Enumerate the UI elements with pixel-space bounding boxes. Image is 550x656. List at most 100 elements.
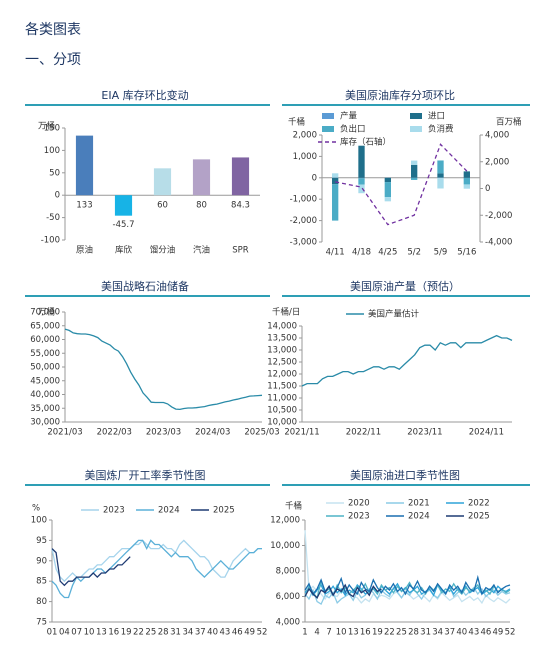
x-tick-label: 4/18 [352, 248, 371, 258]
y-tick-label: 100 [31, 516, 47, 526]
bar-segment [332, 173, 339, 178]
y-tick-label: 95 [36, 536, 47, 546]
x-tick-label: 5/16 [457, 248, 476, 258]
legend-label: 库存（石轴） [340, 137, 391, 148]
bar-segment [411, 160, 418, 165]
x-tick-label: 库欣 [115, 245, 133, 256]
x-tick-label: 7 [326, 628, 331, 638]
y-tick-label: 14,000 [267, 322, 297, 332]
y-axis-unit: 万桶 [38, 307, 55, 318]
bar-segment [437, 177, 444, 189]
x-tick-label: 07 [71, 628, 82, 638]
bar-segment [463, 184, 470, 189]
legend-label: 2020 [348, 499, 370, 509]
bar-segment [332, 177, 339, 185]
bar-segment [463, 171, 470, 178]
x-tick-label: 43 [468, 628, 479, 638]
y-tick-label: 11,500 [267, 382, 297, 392]
legend-swatch [322, 113, 334, 119]
y-tick-label: 50 [49, 168, 60, 178]
bar [75, 135, 94, 196]
y-tick-label: 10,000 [270, 541, 300, 551]
x-tick-label: 2024/03 [195, 428, 230, 438]
line-series [304, 584, 511, 606]
bar-segment [437, 160, 444, 174]
x-tick-label: 19 [372, 628, 383, 638]
y-tick-label: 12,000 [270, 516, 300, 526]
y2-tick-label: 2,000 [485, 157, 509, 167]
x-tick-label: 原油 [76, 245, 93, 256]
x-tick-label: 2024/11 [469, 428, 504, 438]
legend-label: 负出口 [340, 124, 366, 135]
bar-segment [384, 197, 391, 202]
x-tick-label: SPR [232, 246, 249, 256]
bar-segment [358, 178, 365, 185]
bar-segment [332, 184, 339, 221]
y-tick-label: 13,000 [267, 346, 297, 356]
chart-title: EIA 库存环比变动 [101, 88, 188, 102]
y-tick-label: 11,000 [267, 394, 297, 404]
x-tick-label: 04 [59, 628, 70, 638]
y-tick-label: 80 [36, 597, 47, 607]
bar-segment [411, 177, 418, 180]
x-tick-label: 10 [336, 628, 347, 638]
value-label: -45.7 [113, 220, 135, 230]
chart-title: 美国原油库存分项环比 [345, 88, 455, 102]
line-series [304, 574, 511, 597]
x-tick-label: 01 [47, 628, 58, 638]
legend-label: 2024 [408, 512, 430, 522]
section-title: 一、分项 [25, 52, 81, 68]
line-series [335, 143, 468, 226]
line-series [64, 328, 263, 411]
x-tick-label: 22 [384, 628, 395, 638]
y-tick-label: -3,000 [290, 238, 317, 248]
y2-axis-unit: 百万桶 [496, 117, 522, 128]
line-series [304, 579, 511, 600]
bar-segment [358, 184, 365, 194]
bar-segment [411, 164, 418, 178]
x-tick-label: 46 [232, 628, 243, 638]
chart-title: 美国战略石油储备 [101, 279, 189, 293]
y-tick-label: 40,000 [30, 390, 60, 400]
y-tick-label: 4,000 [276, 618, 300, 628]
y-tick-label: -1,000 [290, 195, 317, 205]
legend-label: 2023 [103, 506, 125, 516]
legend-label: 2021 [408, 499, 430, 509]
legend-label: 美国产量估计 [368, 309, 420, 320]
x-tick-label: 31 [420, 628, 431, 638]
x-tick-label: 馏分油 [150, 245, 176, 256]
y-tick-label: 13,500 [267, 334, 297, 344]
y-tick-label: -2,000 [290, 216, 317, 226]
y-axis-unit: 千桶 [285, 501, 302, 512]
y-tick-label: 75 [36, 618, 47, 628]
x-tick-label: 13 [348, 628, 359, 638]
x-tick-label: 4/11 [326, 248, 345, 258]
x-tick-label: 28 [408, 628, 419, 638]
y-tick-label: 30,000 [30, 418, 60, 428]
y-tick-label: -50 [46, 213, 60, 223]
legend-label: 产量 [340, 111, 358, 122]
line-series [301, 334, 513, 387]
x-tick-label: 25 [396, 628, 407, 638]
x-tick-label: 40 [207, 628, 218, 638]
y-tick-label: 100 [44, 146, 60, 156]
y-tick-label: 1,000 [293, 152, 317, 162]
x-tick-label: 2022/03 [97, 428, 132, 438]
x-tick-label: 4/25 [378, 248, 397, 258]
legend-label: 2025 [468, 512, 490, 522]
x-tick-label: 43 [220, 628, 231, 638]
bar-segment [437, 173, 444, 178]
x-tick-label: 16 [108, 628, 119, 638]
x-tick-label: 28 [158, 628, 169, 638]
x-tick-label: 2025/03 [244, 428, 279, 438]
value-label: 84.3 [231, 201, 250, 211]
y-tick-label: 150 [44, 124, 60, 134]
line-series [304, 583, 382, 599]
legend-swatch [410, 126, 422, 132]
y-tick-label: 60,000 [30, 335, 60, 345]
y-tick-label: 65,000 [30, 321, 60, 331]
x-tick-label: 49 [244, 628, 255, 638]
x-tick-label: 5/2 [407, 248, 421, 258]
x-tick-label: 1 [302, 628, 307, 638]
